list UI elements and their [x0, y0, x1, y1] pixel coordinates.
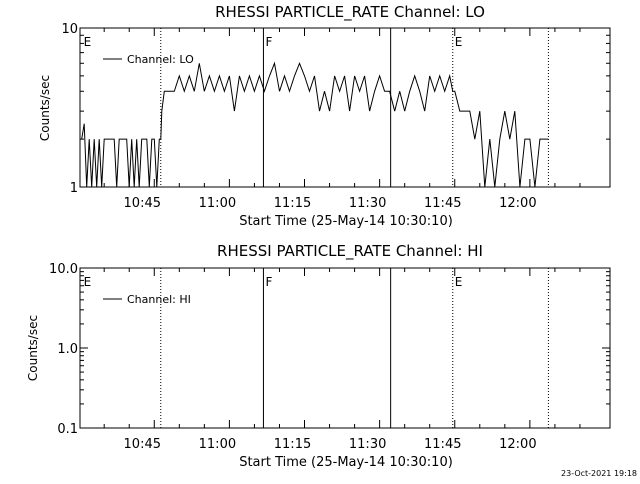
y-axis-label: Counts/sec: [26, 315, 40, 381]
series-line: [81, 61, 549, 188]
x-tick-label: 11:00: [199, 437, 236, 452]
x-tick-label: 11:00: [199, 196, 236, 211]
x-tick-label: 11:15: [274, 437, 311, 452]
chart-panel-lo: RHESSI PARTICLE_RATE Channel: LO Counts/…: [38, 3, 611, 229]
legend-label: Channel: LO: [127, 53, 194, 66]
plot-frame: [79, 267, 611, 429]
y-tick-label: 0.1: [57, 422, 78, 437]
event-marker-label: E: [84, 35, 92, 49]
chart-title: RHESSI PARTICLE_RATE Channel: HI: [217, 242, 483, 261]
x-tick-label: 10:45: [124, 196, 161, 211]
x-axis-label: Start Time (25-May-14 10:30:10): [239, 455, 453, 470]
x-tick-label: 12:00: [499, 437, 536, 452]
footer-timestamp: 23-Oct-2021 19:18: [561, 469, 637, 478]
event-marker-label: F: [265, 35, 272, 49]
x-tick-label: 11:15: [274, 196, 311, 211]
x-tick-label: 11:30: [349, 196, 386, 211]
event-marker-label: E: [455, 275, 463, 289]
chart-title: RHESSI PARTICLE_RATE Channel: LO: [215, 3, 485, 22]
legend: Channel: HI: [103, 293, 191, 306]
x-tick-label: 10:45: [124, 437, 161, 452]
chart-panel-hi: RHESSI PARTICLE_RATE Channel: HI Counts/…: [26, 242, 611, 470]
y-tick-label: 10: [61, 22, 78, 37]
y-tick-label: 10.0: [49, 262, 78, 277]
x-tick-label: 11:45: [424, 196, 461, 211]
x-tick-label: 11:30: [349, 437, 386, 452]
event-marker-label: F: [265, 275, 272, 289]
y-tick-label: 1.0: [57, 342, 78, 357]
plot-frame: [79, 27, 611, 188]
legend: Channel: LO: [103, 53, 194, 66]
y-axis-label: Counts/sec: [38, 75, 52, 141]
legend-label: Channel: HI: [127, 293, 191, 306]
x-tick-label: 11:45: [424, 437, 461, 452]
event-marker-label: E: [84, 275, 92, 289]
x-axis-label: Start Time (25-May-14 10:30:10): [239, 214, 453, 229]
x-tick-label: 12:00: [499, 196, 536, 211]
event-marker-label: E: [455, 35, 463, 49]
y-tick-label: 1: [70, 181, 78, 196]
